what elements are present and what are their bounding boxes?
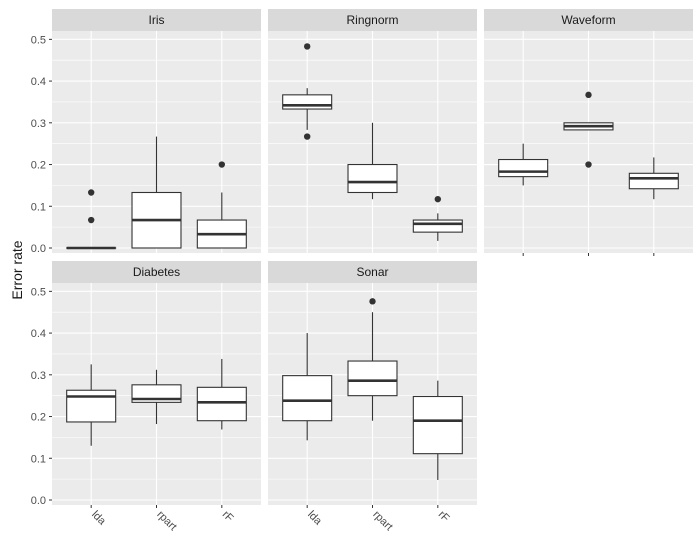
- box-rf: [412, 195, 463, 241]
- box-iqr: [196, 386, 247, 422]
- facet-strip: [268, 261, 477, 283]
- box-iqr: [412, 395, 463, 455]
- x-tick-label: rF: [436, 509, 452, 525]
- y-tick-label: 0.5: [31, 34, 46, 46]
- y-tick-label: 0.4: [31, 76, 46, 88]
- outlier-point: [434, 195, 442, 203]
- x-tick-label: lda: [89, 509, 108, 528]
- box-lda: [282, 333, 333, 441]
- outlier-point: [303, 133, 311, 140]
- facet-panel-waveform: Waveform: [484, 9, 693, 253]
- facet-strip-label: Sonar: [356, 265, 388, 279]
- outlier-point: [87, 189, 95, 196]
- outlier-point: [369, 298, 376, 305]
- box-rpart: [131, 136, 182, 249]
- y-tick-label: 0.0: [31, 243, 46, 255]
- box-rpart: [131, 369, 182, 425]
- box-rf: [196, 161, 247, 249]
- facet-panel-iris: Iris: [52, 9, 261, 253]
- box-iqr: [628, 172, 679, 190]
- facet-strip: [268, 9, 477, 31]
- box-iqr: [412, 219, 463, 233]
- facet-panel-ringnorm: Ringnorm: [268, 9, 477, 253]
- y-tick-label: 0.3: [31, 370, 46, 382]
- x-tick-label: lda: [305, 509, 324, 528]
- x-tick-label: rF: [220, 509, 236, 525]
- y-tick-label: 0.2: [31, 412, 46, 424]
- y-tick-label: 0.1: [31, 453, 46, 465]
- x-tick-label: rpart: [370, 509, 394, 533]
- outlier-point: [585, 161, 592, 168]
- box-iqr: [282, 375, 333, 422]
- box-rpart: [347, 298, 398, 421]
- box-rpart: [563, 91, 614, 168]
- outlier-point: [218, 161, 226, 168]
- outlier-point: [585, 91, 592, 99]
- box-iqr: [66, 389, 117, 423]
- box-lda: [66, 189, 117, 250]
- y-tick-label: 0.0: [31, 495, 46, 507]
- y-tick-label: 0.3: [31, 118, 46, 130]
- box-iqr: [347, 163, 398, 194]
- box-iqr: [347, 360, 398, 397]
- box-lda: [498, 143, 549, 186]
- facet-panel-sonar: Sonar: [268, 261, 477, 505]
- outlier-point: [303, 43, 311, 50]
- facet-strip-label: Ringnorm: [346, 13, 398, 27]
- facet-strip: [52, 261, 261, 283]
- facet-strip-label: Diabetes: [133, 265, 180, 279]
- box-iqr: [498, 158, 549, 178]
- box-lda: [282, 43, 333, 140]
- box-rpart: [347, 122, 398, 200]
- y-tick-label: 0.5: [31, 286, 46, 298]
- x-tick-label: rpart: [154, 509, 178, 533]
- facet-panel-diabetes: Diabetes: [52, 261, 261, 505]
- box-iqr: [282, 94, 333, 110]
- facet-strip-label: Waveform: [561, 13, 615, 27]
- facet-strip-label: Iris: [149, 13, 165, 27]
- y-axis-title: Error rate: [9, 240, 25, 299]
- box-rf: [196, 358, 247, 430]
- box-lda: [66, 364, 117, 446]
- y-tick-label: 0.1: [31, 201, 46, 213]
- facet-strip: [484, 9, 693, 31]
- box-rf: [412, 380, 463, 480]
- facet-strip: [52, 9, 261, 31]
- outlier-point: [87, 216, 95, 224]
- y-tick-label: 0.4: [31, 328, 46, 340]
- box-rf: [628, 157, 679, 200]
- y-tick-label: 0.2: [31, 160, 46, 172]
